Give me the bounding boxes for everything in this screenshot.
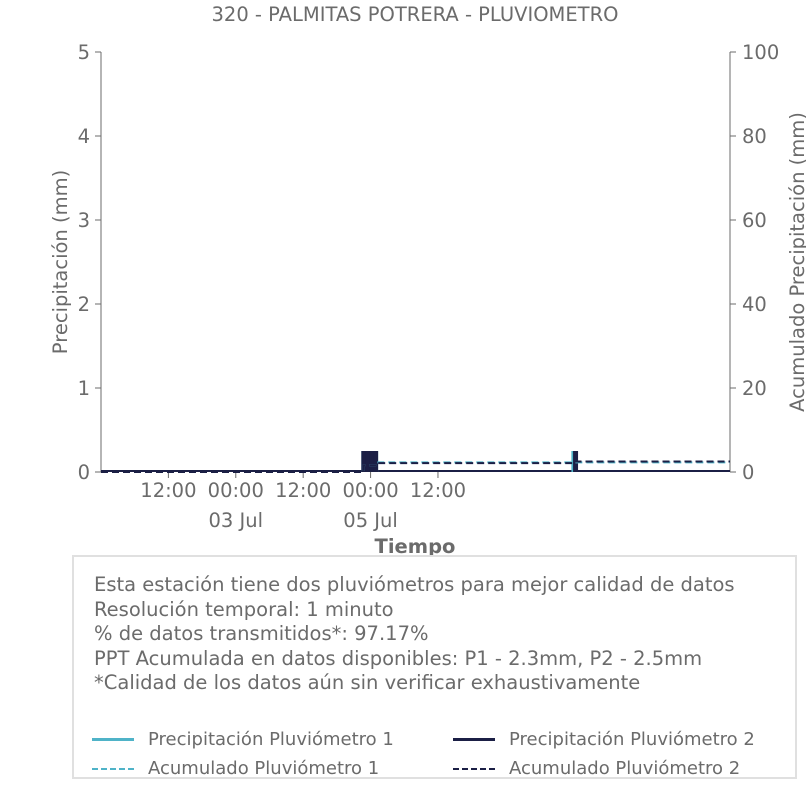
x-tick-label: 00:00 — [342, 479, 398, 502]
info-line: % de datos transmitidos*: 97.17% — [94, 622, 429, 645]
y-tick-label-right: 0 — [742, 461, 754, 484]
x-axis-label: Tiempo — [375, 535, 456, 558]
legend-swatch-dashed — [453, 767, 495, 770]
bar-2-2 — [365, 451, 371, 472]
legend-swatch-dashed — [92, 767, 134, 770]
y-tick-label-left: 1 — [78, 377, 90, 400]
y-tick-label-right: 20 — [742, 377, 767, 400]
y-axis-label-left: Precipitación (mm) — [49, 170, 72, 354]
y-tick-label-left: 0 — [78, 461, 90, 484]
legend-item-precip-p2[interactable]: Precipitación Pluviómetro 2 — [453, 729, 755, 750]
info-line: *Calidad de los datos aún sin verificar … — [94, 671, 641, 694]
chart-title: 320 - PALMITAS POTRERA - PLUVIOMETRO — [212, 3, 619, 26]
y-tick-label-right: 60 — [742, 209, 767, 232]
legend-item-acum-p1[interactable]: Acumulado Pluviómetro 1 — [92, 758, 379, 779]
chart: 320 - PALMITAS POTRERA - PLUVIOMETRO 012… — [49, 3, 806, 558]
y-tick-label-left: 5 — [78, 41, 90, 64]
cumulative-line-3 — [101, 460, 730, 473]
x-tick-label: 12:00 — [140, 479, 196, 502]
bar-2-3 — [369, 451, 375, 472]
x-tick-label: 00:00 — [208, 479, 264, 502]
x-tick-sublabel: 05 Jul — [343, 509, 398, 532]
legend-label: Precipitación Pluviómetro 2 — [509, 729, 755, 750]
info-line: Resolución temporal: 1 minuto — [94, 597, 394, 621]
x-tick-sublabel: 03 Jul — [209, 509, 264, 532]
legend-swatch-solid — [92, 738, 134, 741]
y-axis-label-right: Acumulado Precipitación (mm) — [786, 112, 806, 412]
legend-item-precip-p1[interactable]: Precipitación Pluviómetro 1 — [92, 729, 394, 750]
bar-2-1 — [361, 451, 367, 472]
info-line: PPT Acumulada en datos disponibles: P1 -… — [94, 646, 703, 670]
y-tick-label-left: 4 — [78, 125, 90, 148]
legend-label: Acumulado Pluviómetro 2 — [509, 758, 741, 779]
info-text: Esta estación tiene dos pluviómetros par… — [94, 573, 735, 696]
bar-2-4 — [373, 451, 379, 472]
legend-label: Acumulado Pluviómetro 1 — [148, 758, 380, 779]
legend-item-acum-p2[interactable]: Acumulado Pluviómetro 2 — [453, 758, 740, 779]
legend-label: Precipitación Pluviómetro 1 — [148, 729, 394, 750]
y-tick-label-left: 3 — [78, 209, 90, 232]
x-tick-label: 12:00 — [410, 479, 466, 502]
y-tick-label-right: 80 — [742, 125, 767, 148]
y-tick-label-left: 2 — [78, 293, 90, 316]
x-tick-label: 12:00 — [275, 479, 331, 502]
info-line: Esta estación tiene dos pluviómetros par… — [94, 573, 735, 596]
info-panel: Esta estación tiene dos pluviómetros par… — [72, 555, 797, 779]
y-tick-label-right: 40 — [742, 293, 767, 316]
legend-swatch-solid — [453, 738, 495, 741]
y-tick-label-right: 100 — [742, 41, 779, 64]
